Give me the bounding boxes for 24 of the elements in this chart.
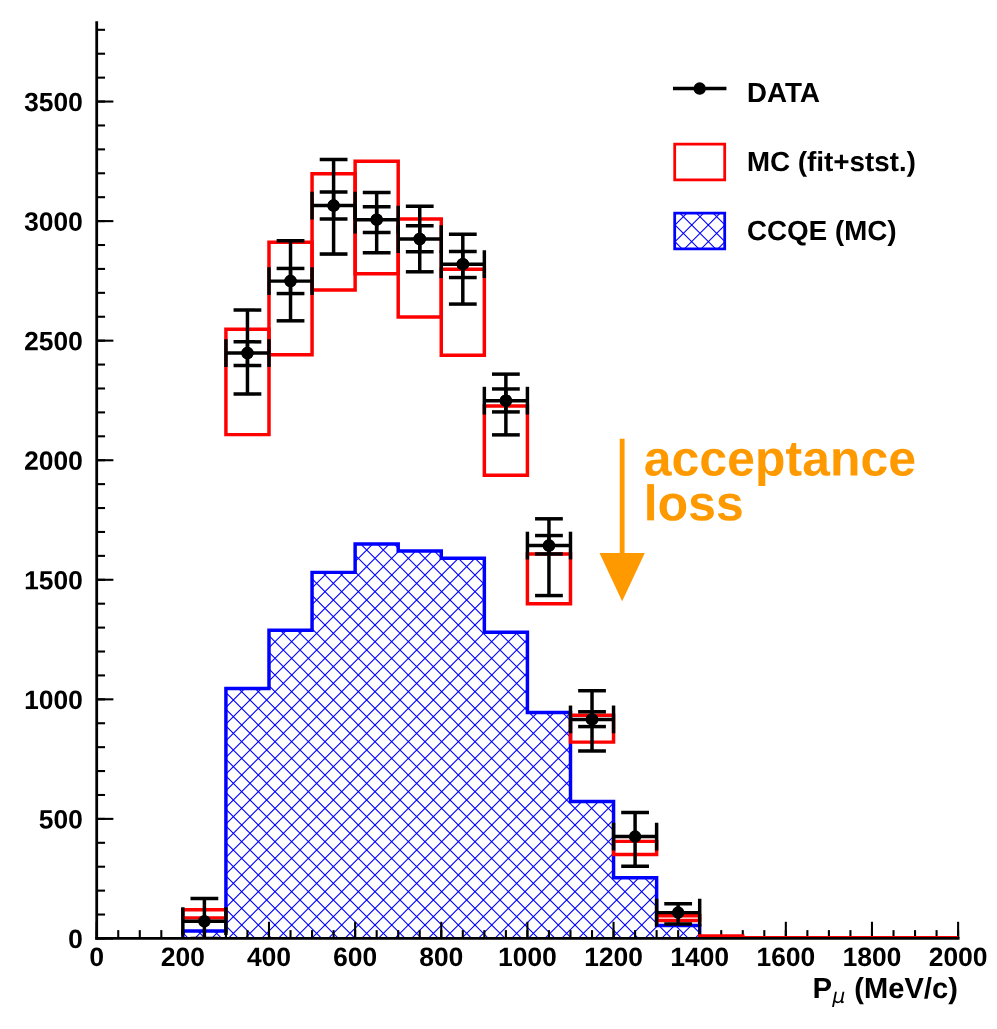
x-tick-label: 1800	[844, 947, 901, 967]
x-tick-label: 1200	[585, 947, 642, 967]
legend-label: DATA	[748, 82, 820, 103]
x-axis-title: P$_{μ}$ (MeV/c)	[814, 976, 957, 1008]
y-tick-label: 2000	[25, 451, 82, 471]
y-tick-label: 0	[69, 929, 82, 949]
x-tick-label: 800	[420, 947, 463, 967]
legend-label: CCQE (MC)	[748, 219, 896, 246]
y-tick-label: 3000	[24, 212, 82, 231]
x-tick-label: 1000	[499, 947, 556, 967]
x-tick-label: 1600	[758, 947, 815, 967]
legend-label: MC (fit+stst.)	[748, 150, 915, 177]
x-tick-label: 1400	[672, 947, 728, 967]
x-tick-label: 400	[247, 947, 290, 967]
y-tick-label: 1500	[25, 570, 82, 590]
annotation: acceptance loss	[645, 442, 915, 521]
y-tick-label: 2500	[25, 331, 82, 351]
y-tick-label: 500	[39, 810, 82, 829]
y-tick-label: 3500	[24, 92, 82, 112]
x-tick-label: 2000	[929, 947, 987, 967]
x-tick-label: 0	[90, 947, 103, 967]
y-tick-label: 1000	[25, 690, 82, 710]
x-tick-label: 200	[161, 947, 204, 967]
x-tick-label: 600	[334, 947, 377, 967]
